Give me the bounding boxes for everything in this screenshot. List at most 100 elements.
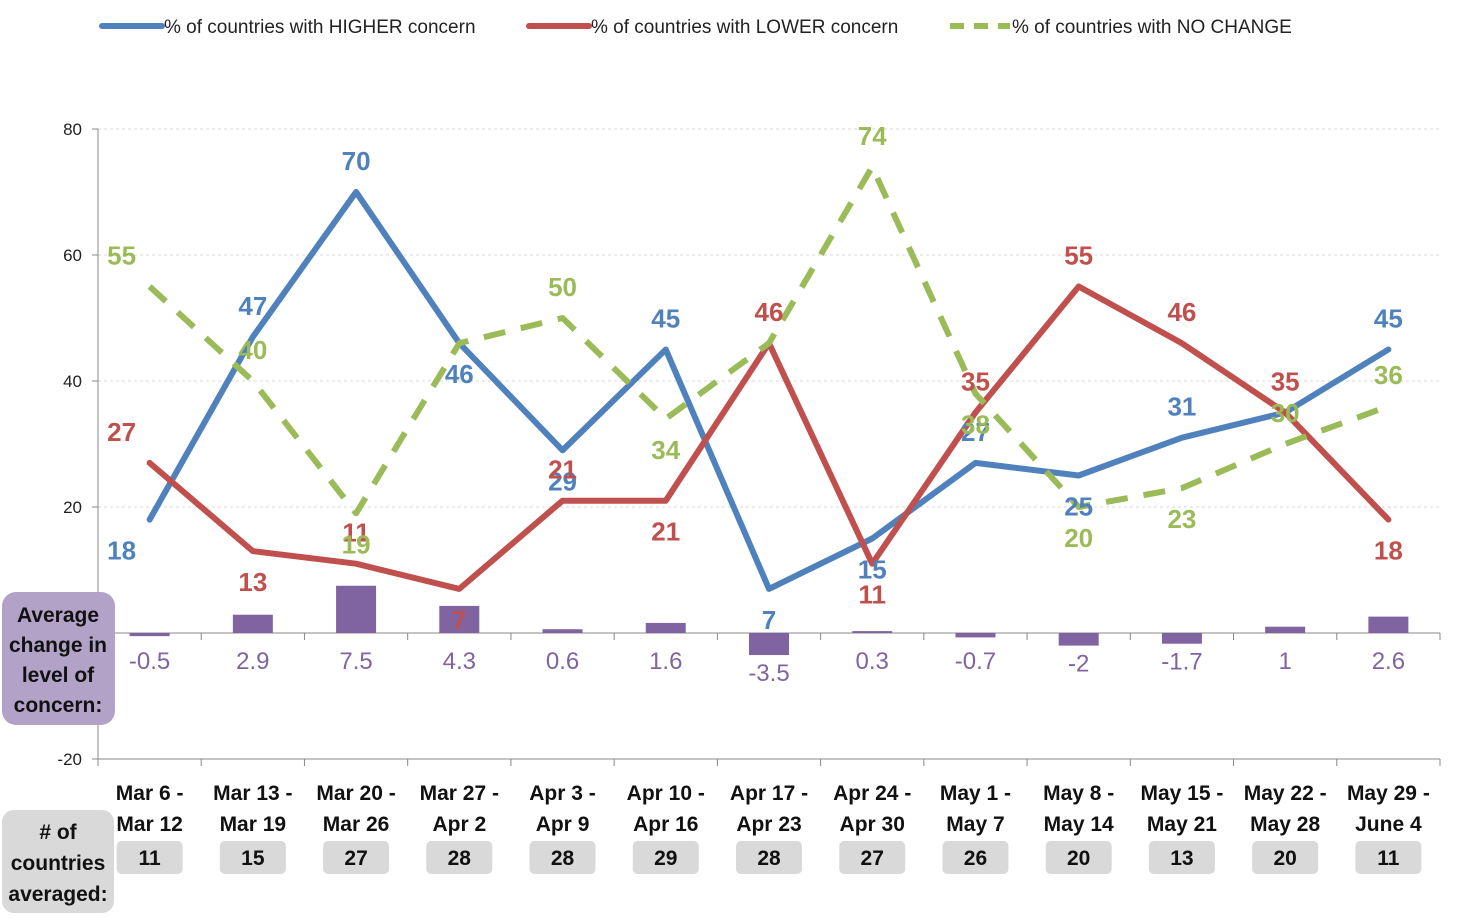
x-category-label: June 4 <box>1355 813 1422 836</box>
x-category-label: Mar 26 <box>323 813 390 836</box>
count-value: 27 <box>344 847 367 870</box>
count-panel <box>2 810 114 913</box>
count-box <box>323 841 390 874</box>
series-data-label-0: 46 <box>445 359 474 389</box>
x-category-label: Mar 27 - <box>420 782 499 805</box>
count-value: 28 <box>448 847 472 870</box>
x-category-label: Apr 30 <box>840 813 905 836</box>
series-data-label-1: 7 <box>452 605 466 635</box>
count-box <box>632 841 699 874</box>
avg-change-bar <box>749 633 789 656</box>
avg-change-bar <box>439 605 480 633</box>
count-value: 28 <box>757 847 781 870</box>
series-data-label-0: 7 <box>762 605 776 635</box>
x-category-label: Apr 16 <box>633 813 698 836</box>
series-data-label-1: 35 <box>961 367 990 397</box>
count-box <box>426 841 493 874</box>
count-panel-label: # of <box>39 821 77 844</box>
series-data-label-1: 46 <box>1167 297 1196 327</box>
x-category-label: May 28 <box>1250 813 1320 836</box>
x-category-label: Apr 10 - <box>627 782 705 805</box>
average-change-bars <box>129 585 1409 656</box>
series-line-2 <box>147 163 1390 517</box>
x-category-label: Apr 2 <box>432 813 486 836</box>
series-data-label-0: 47 <box>238 291 267 321</box>
x-category-label: May 22 - <box>1244 782 1327 805</box>
avg-change-bar <box>852 631 893 634</box>
gridlines <box>98 128 1440 508</box>
avg-change-panel-label: level of <box>22 664 95 687</box>
series-data-label-0: 45 <box>1374 304 1403 334</box>
series-data-label-1: 21 <box>651 517 680 547</box>
series-data-label-1: 46 <box>755 297 784 327</box>
series-data-label-1: 13 <box>238 567 267 597</box>
series-data-label-2: 40 <box>238 335 267 365</box>
avg-change-panel <box>2 592 115 725</box>
avg-change-bar <box>129 633 170 637</box>
series-data-label-2: 38 <box>961 410 990 440</box>
avg-change-bar <box>1058 633 1099 646</box>
avg-change-panel-label: concern: <box>14 694 103 717</box>
x-category-label: Mar 19 <box>220 813 287 836</box>
avg-change-bar <box>336 585 377 633</box>
count-value: 26 <box>964 847 987 870</box>
avg-change-label: 1.6 <box>649 648 682 675</box>
avg-change-label: -3.5 <box>748 660 789 687</box>
count-value: 20 <box>1273 847 1296 870</box>
series-data-label-1: 35 <box>1271 367 1300 397</box>
series-data-label-0: 31 <box>1167 392 1196 422</box>
y-tick-label: 60 <box>63 246 82 265</box>
legend-label: % of countries with HIGHER concern <box>164 17 476 38</box>
series-data-label-1: 21 <box>548 455 577 485</box>
count-value: 11 <box>1377 847 1400 870</box>
x-category-label: Apr 9 <box>536 813 590 836</box>
legend-label: % of countries with LOWER concern <box>591 17 898 38</box>
series-data-label-2: 36 <box>1374 360 1403 390</box>
series-data-label-2: 34 <box>651 435 680 465</box>
count-box <box>529 841 596 874</box>
count-value: 27 <box>861 847 884 870</box>
x-category-label: May 14 <box>1044 813 1114 836</box>
count-box <box>1355 841 1422 874</box>
series-data-label-2: 30 <box>1271 398 1300 428</box>
avg-change-label: 7.5 <box>339 648 372 675</box>
series-data-label-1: 18 <box>1374 536 1403 566</box>
series-data-label-1: 11 <box>342 518 370 548</box>
series-data-label-2: 74 <box>858 121 887 151</box>
series-data-label-2: 55 <box>107 241 136 271</box>
axes: 80 60 40 20 -20 Mar 6 - Mar 12 Mar 13 - Mar 19 Ma… <box>57 120 1441 836</box>
x-category-label: Mar 6 - <box>116 782 184 805</box>
count-box <box>1045 841 1112 874</box>
side-panels: Average change in level of concern: # of coun… <box>2 592 1422 913</box>
avg-change-label: -0.5 <box>129 648 170 675</box>
avg-change-label: -2 <box>1068 651 1089 678</box>
avg-change-label: -1.7 <box>1161 649 1202 676</box>
avg-change-bar <box>542 629 583 633</box>
x-category-label: May 29 - <box>1347 782 1430 805</box>
avg-change-panel-label: Average <box>17 604 99 627</box>
y-tick-label: 80 <box>63 120 82 139</box>
x-category-label: May 8 - <box>1043 782 1114 805</box>
avg-change-label: 4.3 <box>443 648 476 675</box>
count-box <box>839 841 906 874</box>
count-panel-label: averaged: <box>8 883 107 906</box>
series-data-label-2: 50 <box>548 272 577 302</box>
count-value: 15 <box>241 847 265 870</box>
avg-change-bar <box>1161 633 1202 644</box>
x-category-label: Apr 3 - <box>529 782 596 805</box>
avg-change-label: 2.6 <box>1372 648 1405 675</box>
avg-change-label: 1 <box>1278 648 1291 675</box>
avg-change-bar <box>645 622 686 633</box>
x-category-label: Apr 23 <box>736 813 801 836</box>
x-category-label: Apr 17 - <box>730 782 808 805</box>
count-box <box>942 841 1009 874</box>
legend-label: % of countries with NO CHANGE <box>1012 17 1292 38</box>
count-box <box>1252 841 1319 874</box>
avg-change-bar <box>1368 616 1409 633</box>
count-box <box>1148 841 1215 874</box>
series-data-label-2: 19 <box>342 529 371 559</box>
series-data-label-2: 20 <box>1064 523 1093 553</box>
avg-change-label: -0.7 <box>955 648 996 675</box>
x-category-label: Apr 24 - <box>833 782 911 805</box>
series-data-label-2: 23 <box>1167 504 1196 534</box>
